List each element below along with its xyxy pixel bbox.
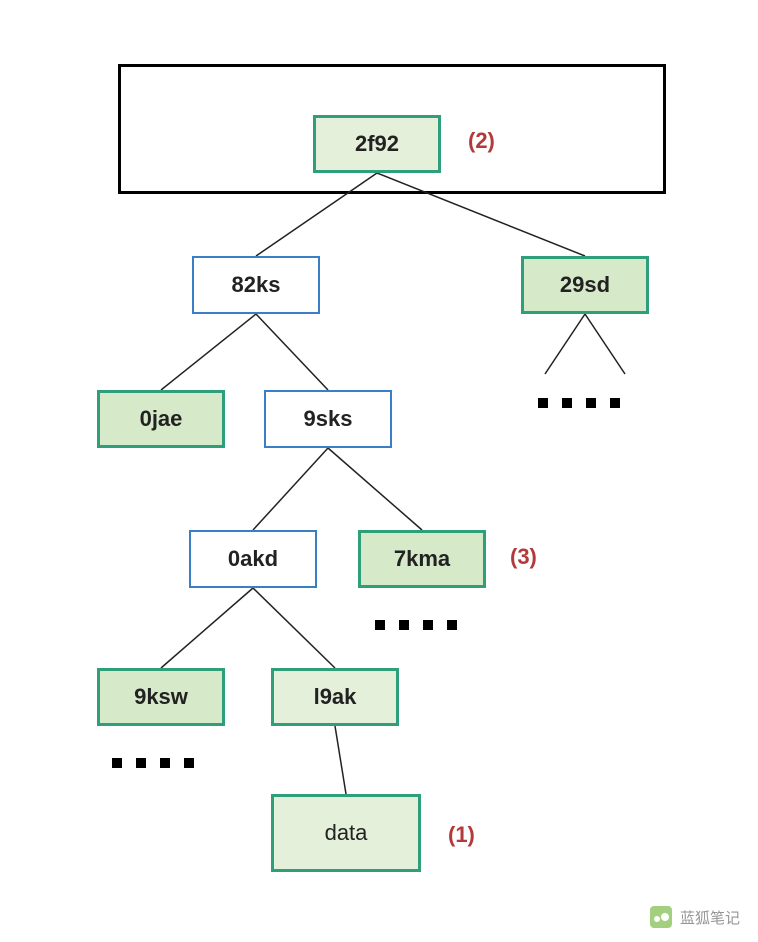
ellipsis-dot [538,398,548,408]
ellipsis-dot [586,398,596,408]
ellipsis-dot [447,620,457,630]
tree-node-l9ak: l9ak [271,668,399,726]
tree-node-0akd: 0akd [189,530,317,588]
wechat-icon [650,906,672,928]
ellipsis-dot [160,758,170,768]
ellipsis-dots [538,398,620,408]
ellipsis-dots [112,758,194,768]
tree-node-82ks: 82ks [192,256,320,314]
ellipsis-dot [112,758,122,768]
ellipsis-dot [136,758,146,768]
tree-edge [335,726,346,794]
ellipsis-dot [399,620,409,630]
ellipsis-dot [375,620,385,630]
watermark: 蓝狐笔记 [650,906,740,928]
tree-edge [161,588,253,668]
tree-edge [256,314,328,390]
annotation-label: (1) [448,822,475,848]
tree-node-29sd: 29sd [521,256,649,314]
annotation-label: (3) [510,544,537,570]
tree-edge-stub [545,314,585,374]
tree-node-data: data [271,794,421,872]
tree-edge-stub [585,314,625,374]
ellipsis-dots [375,620,457,630]
ellipsis-dot [562,398,572,408]
tree-edge [328,448,422,530]
tree-node-9sks: 9sks [264,390,392,448]
tree-node-2f92: 2f92 [313,115,441,173]
tree-edge [253,588,335,668]
ellipsis-dot [610,398,620,408]
tree-node-7kma: 7kma [358,530,486,588]
ellipsis-dot [184,758,194,768]
annotation-label: (2) [468,128,495,154]
tree-node-0jae: 0jae [97,390,225,448]
ellipsis-dot [423,620,433,630]
watermark-text: 蓝狐笔记 [680,907,740,928]
tree-edge [161,314,256,390]
tree-edge [253,448,328,530]
tree-node-9ksw: 9ksw [97,668,225,726]
